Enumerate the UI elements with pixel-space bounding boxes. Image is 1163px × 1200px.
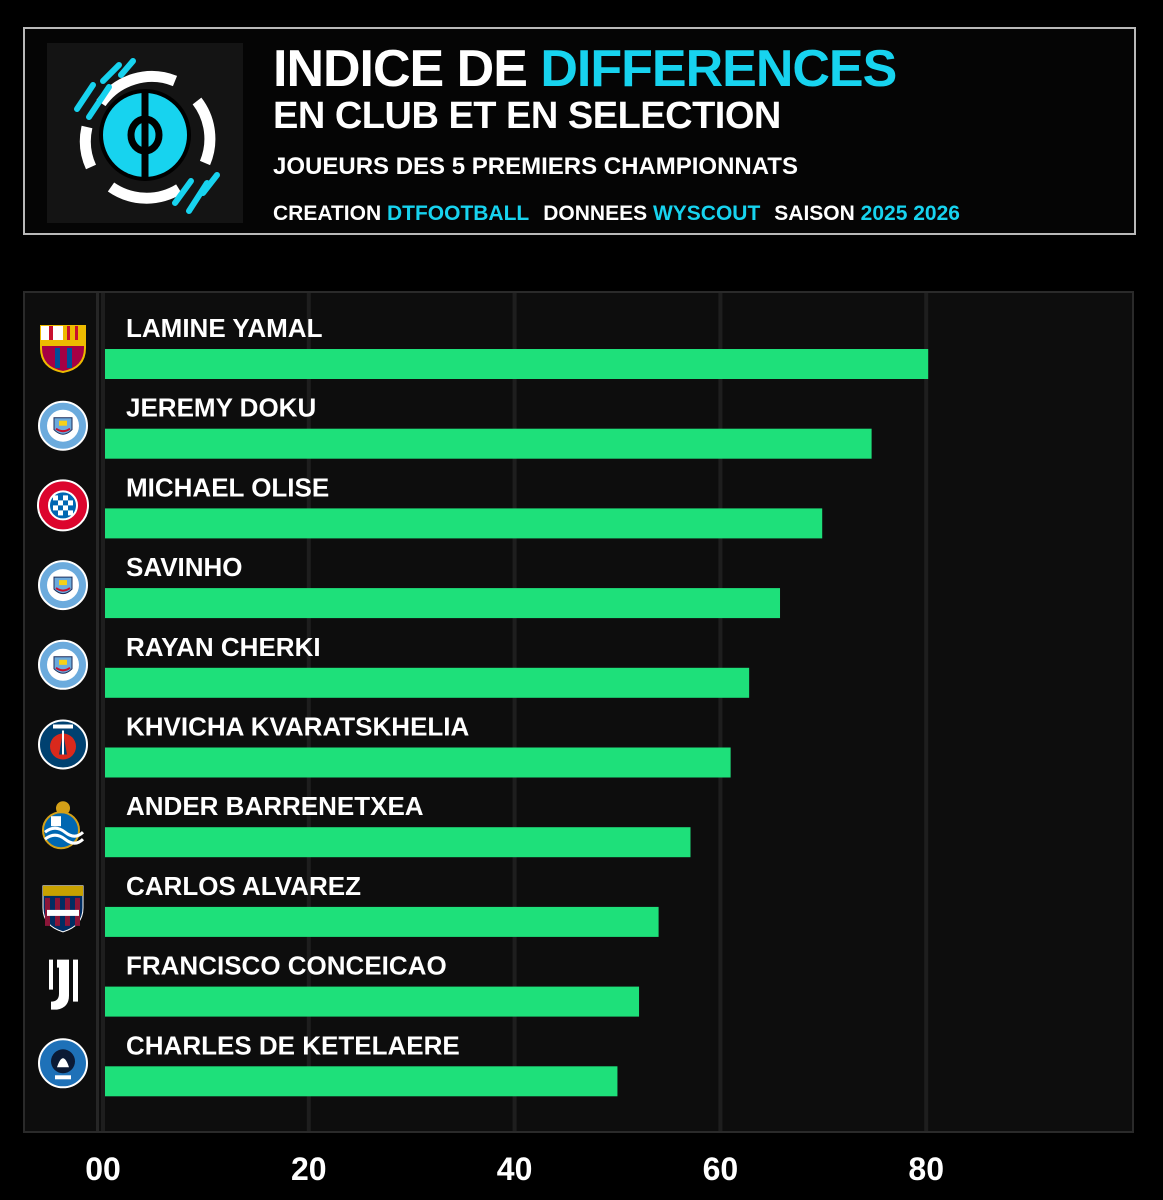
player-name-label: RAYAN CHERKI [126,632,321,662]
player-name-label: KHVICHA KVARATSKHELIA [126,712,470,742]
x-tick-label: 20 [291,1151,327,1187]
credit-label: CREATION [273,202,382,225]
title-line-2: EN CLUB ET EN SELECTION [273,95,781,137]
title-line-1: INDICE DE DIFFERENCES [273,39,897,99]
header-panel: INDICE DE DIFFERENCES EN CLUB ET EN SELE… [23,27,1136,235]
data-value: WYSCOUT [652,202,761,225]
dtfootball-logo-icon [74,58,220,214]
player-name-label: SAVINHO [126,552,243,582]
dtfootball-logo [47,43,243,223]
manchester-city-crest-icon [38,639,88,690]
player-name-label: ANDER BARRENETXEA [126,791,424,821]
bar [105,1066,618,1097]
season-value: 2025 2026 [860,202,960,225]
player-name-label: CARLOS ALVAREZ [126,871,361,901]
title-part-1: INDICE DE [273,40,528,98]
bar [105,827,691,858]
bar [105,667,750,698]
levante-crest-icon [42,885,84,933]
bayern-munich-crest-icon [37,479,89,532]
player-name-label: FRANCISCO CONCEICAO [126,951,447,981]
player-name-label: MICHAEL OLISE [126,472,329,502]
bar [105,986,640,1017]
gridline [924,293,929,1131]
bar [105,508,823,539]
x-tick-label: 40 [497,1151,533,1187]
data-label: DONNEES [543,202,648,225]
player-name-label: CHARLES DE KETELAERE [126,1030,460,1060]
icon-column-divider [96,293,99,1131]
fc-barcelona-crest-icon [40,325,86,374]
season-label: SAISON [774,202,855,225]
manchester-city-crest-icon [38,560,88,611]
juventus-crest-icon [49,959,78,1010]
manchester-city-crest-icon [38,400,88,451]
gridline [512,293,517,1131]
gridline [718,293,723,1131]
bar [105,588,781,619]
subtitle: JOUEURS DES 5 PREMIERS CHAMPIONNATS [273,153,798,180]
credit-value: DTFOOTBALL [386,202,530,225]
player-name-label: LAMINE YAMAL [126,313,323,343]
x-tick-label: 60 [703,1151,739,1187]
player-name-label: JEREMY DOKU [126,393,316,423]
gridline [306,293,311,1131]
bar [105,747,731,778]
x-tick-label: 80 [908,1151,944,1187]
x-tick-label: 00 [85,1151,121,1187]
bar [105,349,929,379]
bar [105,428,872,459]
credits-line: CREATION DTFOOTBALL DONNEES WYSCOUT SAISON… [273,202,960,226]
psg-crest-icon [38,719,88,770]
atalanta-crest-icon [38,1038,88,1089]
title-accent: DIFFERENCES [540,40,897,98]
bar [105,906,659,937]
gridline [101,293,105,1131]
real-sociedad-crest-icon [42,801,85,850]
